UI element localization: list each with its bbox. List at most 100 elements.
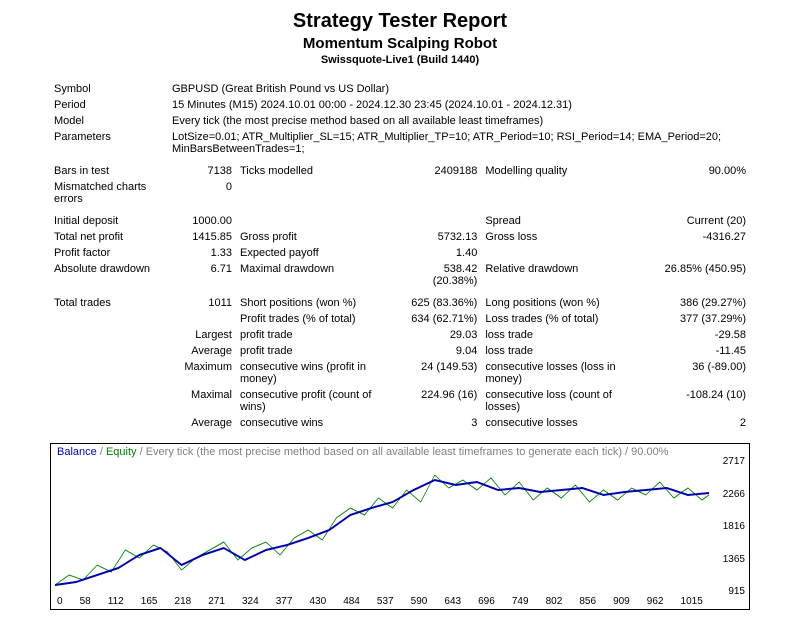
x-tick: 537	[377, 596, 394, 607]
x-tick: 165	[141, 596, 158, 607]
x-tick: 324	[242, 596, 259, 607]
bars-value: 7138	[168, 163, 236, 179]
apt-value: 9.04	[393, 343, 481, 359]
lp-value: 386 (29.27%)	[642, 295, 750, 311]
equity-line	[55, 475, 709, 585]
lt-label: Loss trades (% of total)	[481, 311, 642, 327]
mcls-label: consecutive loss (count of losses)	[481, 387, 642, 415]
ep-value: 1.40	[393, 245, 481, 261]
ep-label: Expected payoff	[236, 245, 393, 261]
tt-value: 1011	[168, 295, 236, 311]
lt-value: 377 (37.29%)	[642, 311, 750, 327]
symbol-value: GBPUSD (Great British Pound vs US Dollar…	[168, 81, 750, 97]
balance-equity-chart: Balance / Equity / Every tick (the most …	[50, 443, 750, 610]
y-tick: 2717	[723, 456, 745, 467]
x-tick: 1015	[681, 596, 703, 607]
chart-plot	[55, 460, 709, 593]
tnp-value: 1415.85	[168, 229, 236, 245]
tnp-label: Total net profit	[50, 229, 168, 245]
lpt-label: profit trade	[236, 327, 393, 343]
x-tick: 802	[546, 596, 563, 607]
y-tick: 1365	[723, 554, 745, 565]
lpt-value: 29.03	[393, 327, 481, 343]
x-tick: 590	[411, 596, 428, 607]
lp-label: Long positions (won %)	[481, 295, 642, 311]
acw-value: 3	[393, 415, 481, 431]
acl-label: consecutive losses	[481, 415, 642, 431]
mcw-value: 24 (149.53)	[393, 359, 481, 387]
model-label: Model	[50, 113, 168, 129]
initdep-value: 1000.00	[168, 213, 236, 229]
gp-value: 5732.13	[393, 229, 481, 245]
chart-x-axis: 0581121652182713243774304845375906436967…	[51, 596, 709, 607]
tt-label: Total trades	[50, 295, 168, 311]
y-tick: 2266	[723, 489, 745, 500]
symbol-label: Symbol	[50, 81, 168, 97]
legend-balance: Balance	[57, 446, 97, 458]
mq-label: Modelling quality	[481, 163, 642, 179]
pf-value: 1.33	[168, 245, 236, 261]
llt-value: -29.58	[642, 327, 750, 343]
apt-label: profit trade	[236, 343, 393, 359]
params-label: Parameters	[50, 129, 168, 157]
x-tick: 218	[175, 596, 192, 607]
maximal-label: Maximal	[168, 387, 236, 415]
largest-label: Largest	[168, 327, 236, 343]
x-tick: 696	[478, 596, 495, 607]
llt-label: loss trade	[481, 327, 642, 343]
mcls-value: -108.24 (10)	[642, 387, 750, 415]
legend-equity: Equity	[106, 446, 137, 458]
spread-label: Spread	[481, 213, 642, 229]
x-tick: 749	[512, 596, 529, 607]
average-label: Average	[168, 343, 236, 359]
acw-label: consecutive wins	[236, 415, 393, 431]
ticks-value: 2409188	[393, 163, 481, 179]
x-tick: 377	[276, 596, 293, 607]
x-tick: 484	[343, 596, 360, 607]
average2-label: Average	[168, 415, 236, 431]
mcp-value: 224.96 (16)	[393, 387, 481, 415]
acl-value: 2	[642, 415, 750, 431]
pf-label: Profit factor	[50, 245, 168, 261]
gp-label: Gross profit	[236, 229, 393, 245]
alt-label: loss trade	[481, 343, 642, 359]
initdep-label: Initial deposit	[50, 213, 168, 229]
spread-value: Current (20)	[642, 213, 750, 229]
x-tick: 112	[108, 596, 124, 607]
pt-label: Profit trades (% of total)	[236, 311, 393, 327]
mm-label: Mismatched charts errors	[50, 179, 168, 207]
gl-value: -4316.27	[642, 229, 750, 245]
gl-label: Gross loss	[481, 229, 642, 245]
pt-value: 634 (62.71%)	[393, 311, 481, 327]
report-subtitle: Momentum Scalping Robot	[50, 35, 750, 52]
mcl-value: 36 (-89.00)	[642, 359, 750, 387]
x-tick: 909	[613, 596, 630, 607]
x-tick: 0	[57, 596, 63, 607]
rd-value: 26.85% (450.95)	[642, 261, 750, 289]
sp-label: Short positions (won %)	[236, 295, 393, 311]
y-tick: 915	[728, 586, 745, 597]
report-title: Strategy Tester Report	[50, 10, 750, 33]
x-tick: 856	[579, 596, 596, 607]
alt-value: -11.45	[642, 343, 750, 359]
mcw-label: consecutive wins (profit in money)	[236, 359, 393, 387]
bars-label: Bars in test	[50, 163, 168, 179]
period-value: 15 Minutes (M15) 2024.10.01 00:00 - 2024…	[168, 97, 750, 113]
rd-label: Relative drawdown	[481, 261, 642, 289]
mm-value: 0	[168, 179, 236, 207]
y-tick: 1816	[723, 521, 745, 532]
legend-rest: / Every tick (the most precise method ba…	[140, 446, 669, 458]
x-tick: 962	[647, 596, 664, 607]
x-tick: 430	[309, 596, 326, 607]
x-tick: 271	[208, 596, 225, 607]
ad-label: Absolute drawdown	[50, 261, 168, 289]
ticks-label: Ticks modelled	[236, 163, 393, 179]
md-value: 538.42 (20.38%)	[393, 261, 481, 289]
mcl-label: consecutive losses (loss in money)	[481, 359, 642, 387]
x-tick: 58	[80, 596, 91, 607]
model-value: Every tick (the most precise method base…	[168, 113, 750, 129]
mq-value: 90.00%	[642, 163, 750, 179]
mcp-label: consecutive profit (count of wins)	[236, 387, 393, 415]
maximum-label: Maximum	[168, 359, 236, 387]
chart-y-axis: 2717 2266 1816 1365 915	[710, 444, 745, 593]
